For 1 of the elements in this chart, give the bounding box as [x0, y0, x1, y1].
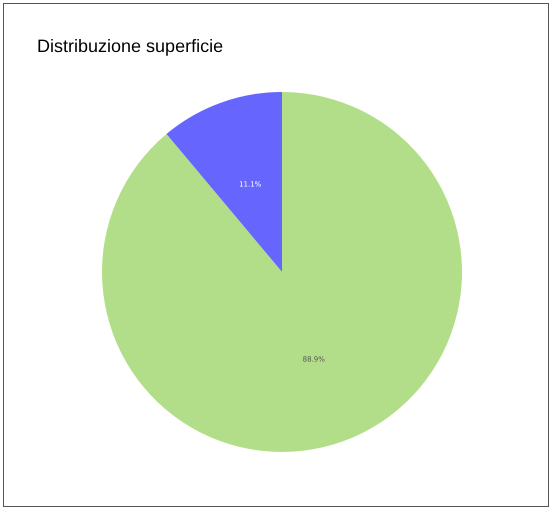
chart-title: Distribuzione superficie [37, 36, 224, 56]
